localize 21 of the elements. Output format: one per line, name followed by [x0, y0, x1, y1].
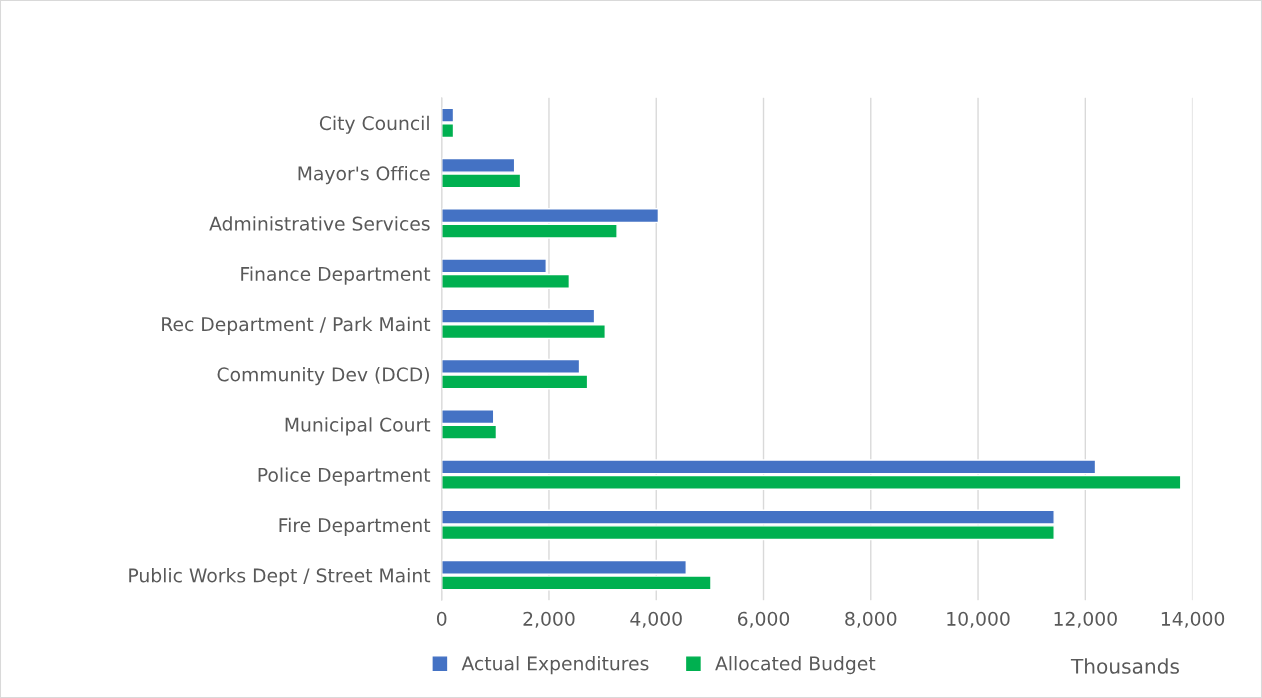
- y-tick-label: Administrative Services: [209, 216, 430, 231]
- x-tick-label: 4,000: [630, 611, 682, 628]
- x-tick-label: 14,000: [1161, 611, 1225, 628]
- x-tick-label: 0: [436, 611, 447, 626]
- y-tick-label: Rec Department / Park Maint: [162, 316, 431, 335]
- x-tick-label: 8,000: [845, 611, 897, 628]
- y-tick-label: Police Department: [258, 467, 431, 486]
- y-tick-label: Finance Department: [241, 266, 431, 285]
- legend-label: Allocated Budget: [715, 656, 876, 675]
- x-tick-label: 10,000: [947, 611, 1010, 628]
- y-tick-label: Community Dev (DCD): [217, 367, 429, 386]
- y-tick-label: Fire Department: [279, 517, 431, 536]
- y-tick-label: City Council: [319, 115, 429, 134]
- y-tick-label: Public Works Dept / Street Maint: [129, 568, 431, 587]
- y-tick-label: Mayor's Office: [298, 165, 430, 185]
- x-tick-label: 12,000: [1054, 611, 1117, 628]
- x-tick-label: 2,000: [523, 611, 575, 628]
- legend-label: Actual Expenditures: [461, 656, 649, 675]
- x-axis-title: Thousands: [1070, 658, 1179, 674]
- x-tick-label: 6,000: [737, 611, 790, 628]
- y-tick-label: Municipal Court: [285, 417, 431, 436]
